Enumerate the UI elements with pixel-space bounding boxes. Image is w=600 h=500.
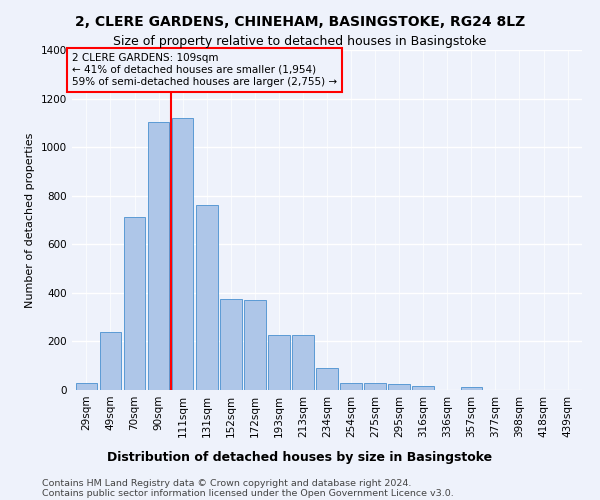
Bar — [244, 300, 266, 390]
Bar — [172, 118, 193, 390]
Bar — [316, 368, 338, 390]
Bar — [364, 384, 386, 390]
Bar — [340, 382, 362, 390]
Text: 2 CLERE GARDENS: 109sqm
← 41% of detached houses are smaller (1,954)
59% of semi: 2 CLERE GARDENS: 109sqm ← 41% of detache… — [72, 54, 337, 86]
Bar — [148, 122, 169, 390]
Bar — [292, 336, 314, 390]
Bar — [412, 386, 434, 390]
Text: Contains public sector information licensed under the Open Government Licence v3: Contains public sector information licen… — [42, 488, 454, 498]
Bar — [76, 382, 97, 390]
Bar — [220, 299, 242, 390]
Bar — [388, 384, 410, 390]
Text: Distribution of detached houses by size in Basingstoke: Distribution of detached houses by size … — [107, 451, 493, 464]
Text: 2, CLERE GARDENS, CHINEHAM, BASINGSTOKE, RG24 8LZ: 2, CLERE GARDENS, CHINEHAM, BASINGSTOKE,… — [75, 15, 525, 29]
Bar — [461, 387, 482, 390]
Text: Size of property relative to detached houses in Basingstoke: Size of property relative to detached ho… — [113, 35, 487, 48]
Y-axis label: Number of detached properties: Number of detached properties — [25, 132, 35, 308]
Bar — [196, 206, 218, 390]
Text: Contains HM Land Registry data © Crown copyright and database right 2024.: Contains HM Land Registry data © Crown c… — [42, 478, 412, 488]
Bar — [100, 332, 121, 390]
Bar — [124, 216, 145, 390]
Bar — [268, 336, 290, 390]
